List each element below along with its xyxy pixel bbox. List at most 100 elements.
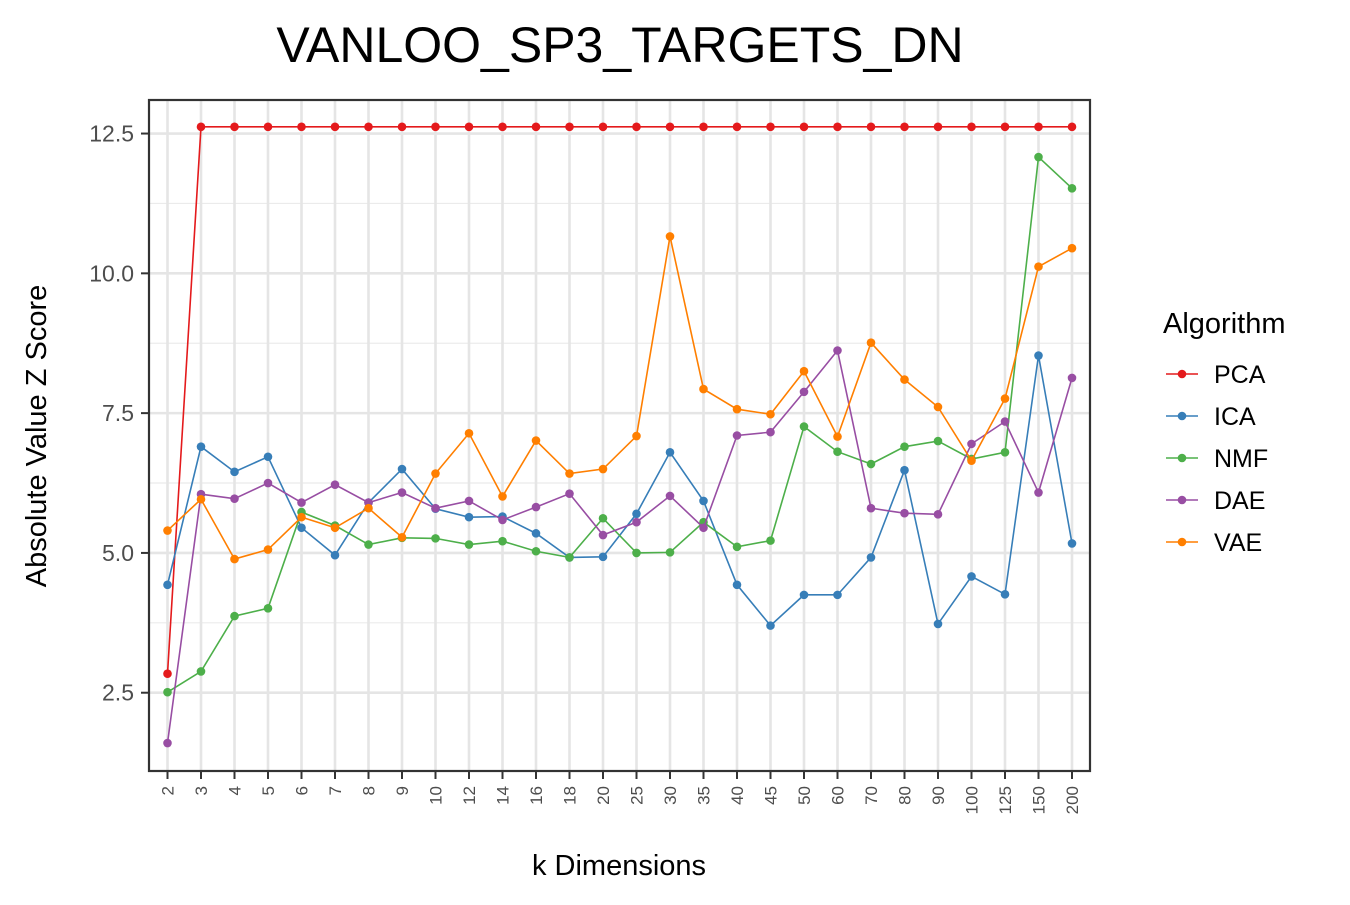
data-point-ica [531,529,541,538]
legend-label-vae: VAE [1214,529,1262,557]
legend-key-point-pca [1177,369,1187,379]
data-point-dae [163,738,172,748]
data-point-dae [397,488,407,497]
data-point-ica [1034,351,1043,360]
x-tick-label: 90 [929,786,948,805]
data-point-nmf [364,540,373,549]
data-point-ica [230,467,239,477]
data-point-nmf [1034,152,1043,162]
data-point-ica [330,550,340,560]
legend-label-pca: PCA [1214,361,1266,389]
data-point-nmf [263,603,273,613]
data-point-pca [1000,122,1010,132]
data-point-ica [833,590,842,600]
data-point-vae [297,512,306,522]
data-point-vae [397,532,407,542]
data-point-vae [866,338,876,347]
data-point-ica [967,572,976,581]
x-tick-label: 60 [829,786,848,805]
data-point-ica [297,523,306,533]
x-tick-label: 9 [393,786,412,795]
x-tick-label: 150 [1030,786,1049,814]
data-point-nmf [799,422,809,431]
data-point-dae [799,387,809,397]
data-point-dae [330,480,340,490]
data-point-ica [665,447,675,457]
data-point-pca [632,122,641,132]
data-point-pca [598,122,608,132]
data-point-vae [364,503,373,513]
data-point-pca [431,122,440,132]
y-axis-label: Absolute Value Z Score [21,285,53,588]
x-tick-label: 50 [795,786,814,805]
x-tick-label: 5 [259,786,278,795]
legend-label-dae: DAE [1214,487,1265,515]
x-tick-label: 45 [762,786,781,805]
data-point-pca [196,122,206,132]
data-point-dae [565,489,574,498]
data-point-dae [431,503,440,513]
data-point-nmf [598,513,608,523]
series-line-dae [166,348,1073,744]
y-tick-label: 7.5 [102,400,134,426]
chart-title: VANLOO_SP3_TARGETS_DN [276,17,963,73]
data-point-pca [967,122,976,132]
data-point-dae [833,346,842,355]
data-point-dae [230,494,239,503]
data-point-pca [163,669,172,679]
y-tick-label: 2.5 [102,680,134,706]
data-point-pca [665,122,675,132]
x-tick-label: 80 [896,786,915,805]
data-point-nmf [632,548,641,558]
data-point-dae [263,478,273,488]
data-point-ica [933,619,943,629]
data-point-dae [732,431,742,440]
data-point-dae [498,515,507,525]
legend-key-point-dae [1177,495,1187,505]
data-point-dae [866,503,876,513]
data-point-pca [565,122,574,132]
data-point-ica [397,464,407,474]
data-point-vae [665,232,675,241]
data-point-nmf [665,548,675,557]
legend: PCA ICA NMF DAE VAE [1166,361,1268,557]
x-tick-label: 12 [460,786,479,805]
x-tick-label: 7 [326,786,345,795]
data-point-vae [431,469,440,478]
plot-border [147,98,1092,773]
y-tick-label: 10.0 [89,260,134,286]
data-point-nmf [431,534,440,543]
x-tick-label: 25 [628,786,647,805]
data-point-dae [900,508,909,518]
data-point-pca [900,122,909,132]
data-point-pca [330,122,340,132]
x-axis-label: k Dimensions [532,850,706,882]
x-tick-label: 3 [192,786,211,795]
data-point-ica [1067,539,1077,548]
data-point-nmf [565,553,574,562]
legend-title: Algorithm [1163,308,1286,340]
data-point-vae [1000,394,1010,403]
data-point-dae [933,510,943,519]
data-point-pca [732,122,742,132]
data-point-nmf [498,536,507,546]
data-point-nmf [866,459,876,469]
data-point-nmf [833,447,842,457]
series-line-pca [166,126,1072,674]
series-line-vae [166,236,1073,561]
legend-label-nmf: NMF [1214,445,1268,473]
x-tick-label: 2 [159,786,178,795]
data-point-vae [230,554,239,564]
data-point-vae [933,402,943,412]
data-point-dae [665,491,675,501]
series-line-nmf [167,155,1073,693]
data-point-vae [163,526,172,535]
data-point-nmf [1000,447,1010,457]
data-point-vae [1034,262,1043,271]
x-tick-label: 100 [963,786,982,814]
y-tick-label: 5.0 [102,540,134,566]
data-point-nmf [163,687,172,697]
data-point-nmf [900,442,909,451]
data-point-ica [766,621,775,630]
